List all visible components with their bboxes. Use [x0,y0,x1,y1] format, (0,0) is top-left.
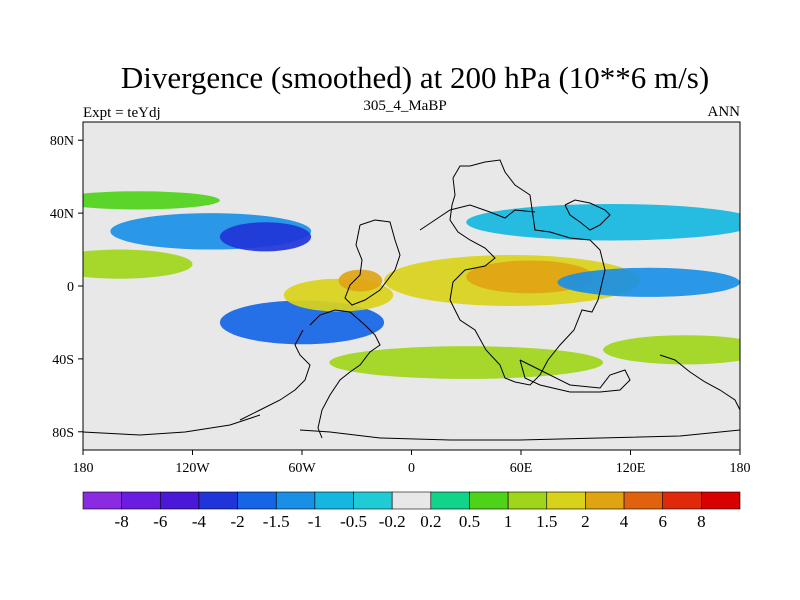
field-region-12 [466,204,740,241]
x-axis: 180 120W 60W 0 60E 120E 180 [73,450,751,476]
coastline-antarctica-west [82,414,261,436]
y-axis: 80N 40N 0 40S 80S [50,134,83,441]
x-tick-label: 180 [73,461,94,476]
run-label: 305_4_MaBP [363,98,446,114]
field-region-10 [603,335,740,365]
coastline-south-america [309,309,381,439]
x-tick-label: 120E [616,461,646,476]
y-tick-label: 40S [52,353,74,368]
field-region-9 [329,346,604,379]
field-region-2 [219,222,312,252]
x-tick-label: 60E [510,461,533,476]
colorbar: -8 -6 -4 -2 -1.5 -1 -0.5 -0.2 0.2 0.5 1 1.5 2 4 6 8 [82,491,741,531]
colorbar-label: -4 [192,512,207,531]
colorbar-label: 0.2 [420,512,441,531]
y-tick-label: 40N [50,207,74,222]
colorbar-label: 0.5 [459,512,480,531]
y-tick-label: 80N [50,134,74,149]
coastlines [82,159,741,441]
colorbar-swatch-13 [585,491,625,510]
coastline-europe [419,204,536,231]
coastline-australia [519,359,631,393]
colorbar-swatch-8 [391,491,432,510]
colorbar-swatch-14 [623,491,664,510]
colorbar-swatch-12 [546,491,586,510]
colorbar-swatch-3 [198,491,238,510]
coastline-africa-eurasia [449,159,606,386]
coastline-southeast [659,354,741,411]
colorbar-swatch-0 [82,491,122,510]
colorbar-swatch-9 [430,491,470,510]
colorbar-swatch-1 [121,491,161,510]
colorbar-label: -6 [153,512,167,531]
colorbar-swatch-4 [237,491,277,510]
coastline-central-america [344,219,401,306]
chart-title: Divergence (smoothed) at 200 hPa (10**6 … [121,60,709,95]
y-tick-label: 80S [52,426,74,441]
field-region-8 [557,267,740,297]
colorbar-label: 8 [697,512,706,531]
x-tick-label: 180 [730,461,751,476]
season-label: ANN [708,104,741,120]
field-region-0 [83,249,193,279]
y-tick-label: 0 [67,280,74,295]
colorbar-swatch-2 [159,491,200,510]
coastline-east-asia [564,199,611,231]
colorbar-label: -8 [115,512,129,531]
field-region-11 [83,191,220,210]
colorbar-label: -1 [308,512,322,531]
x-tick-label: 0 [408,461,415,476]
colorbar-swatch-7 [353,491,393,510]
coastline-pacific [239,329,311,421]
colorbar-label: -0.2 [379,512,406,531]
colorbar-label: 1.5 [536,512,557,531]
coastline-antarctica-east [299,429,741,441]
colorbar-label: 4 [620,512,629,531]
colorbar-label: 2 [581,512,590,531]
x-tick-label: 120W [175,461,210,476]
x-tick-label: 60W [288,461,316,476]
experiment-label: Expt = teYdj [83,105,161,121]
colorbar-swatch-10 [469,491,509,510]
colorbar-swatch-6 [314,491,354,510]
colorbar-swatch-11 [507,491,548,510]
colorbar-label: 1 [504,512,513,531]
colorbar-swatch-16 [701,491,741,510]
colorbar-label: -2 [231,512,245,531]
colorbar-swatch-5 [275,491,316,510]
colorbar-label: -1.5 [263,512,290,531]
colorbar-label: -0.5 [340,512,367,531]
colorbar-swatch-15 [662,491,702,510]
colorbar-label: 6 [658,512,667,531]
